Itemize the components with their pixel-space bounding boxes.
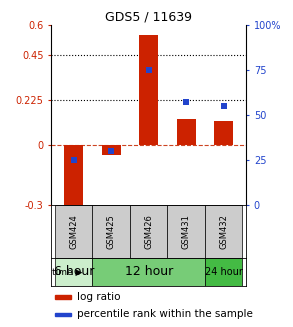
Bar xyxy=(64,145,83,215)
Bar xyxy=(205,205,242,258)
Bar xyxy=(177,119,195,145)
Point xyxy=(146,67,151,72)
Text: 12 hour: 12 hour xyxy=(125,266,173,278)
Text: time ▶: time ▶ xyxy=(52,267,82,276)
Bar xyxy=(167,205,205,258)
Point xyxy=(184,100,188,105)
Text: percentile rank within the sample: percentile rank within the sample xyxy=(76,309,253,319)
Text: 6 hour: 6 hour xyxy=(54,266,94,278)
Bar xyxy=(55,205,93,258)
Bar xyxy=(205,258,242,286)
Bar xyxy=(55,313,71,316)
Bar xyxy=(102,145,121,155)
Text: log ratio: log ratio xyxy=(76,292,120,302)
Point xyxy=(221,103,226,109)
Bar xyxy=(139,35,158,145)
Text: GSM424: GSM424 xyxy=(69,214,78,249)
Point xyxy=(109,148,114,154)
Text: GSM426: GSM426 xyxy=(144,214,153,249)
Text: GSM425: GSM425 xyxy=(107,214,116,249)
Bar xyxy=(55,258,93,286)
Text: GSM432: GSM432 xyxy=(219,214,228,249)
Text: GSM431: GSM431 xyxy=(182,214,191,249)
Point xyxy=(71,158,76,163)
Text: 24 hour: 24 hour xyxy=(205,267,243,277)
Title: GDS5 / 11639: GDS5 / 11639 xyxy=(105,10,192,23)
Bar xyxy=(93,258,205,286)
Bar xyxy=(130,205,167,258)
Bar xyxy=(214,121,233,145)
Bar xyxy=(93,205,130,258)
Bar xyxy=(55,295,71,299)
